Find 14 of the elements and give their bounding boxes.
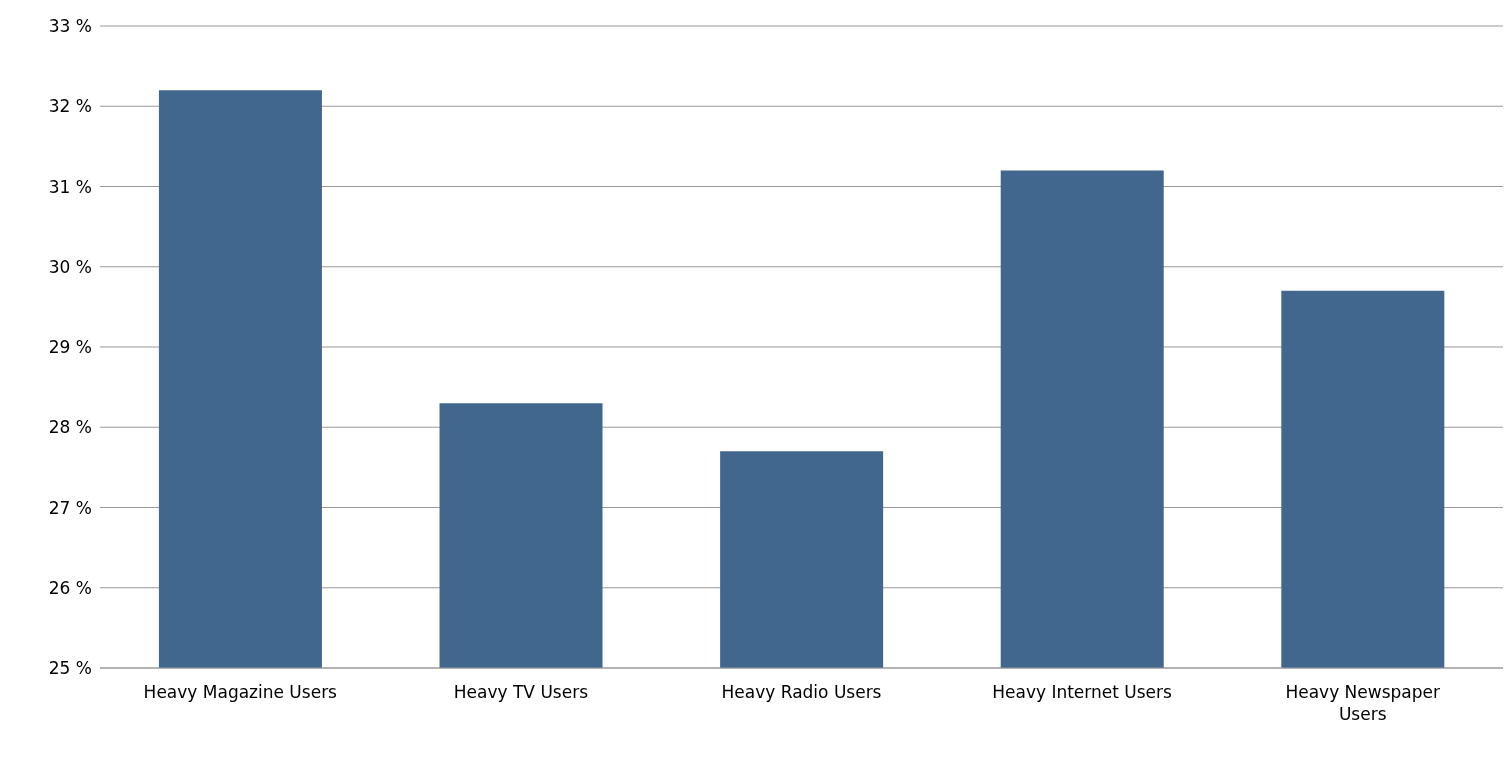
- x-tick-label: Heavy Internet Users: [992, 682, 1173, 702]
- y-tick-label: 29 %: [48, 337, 92, 358]
- x-tick-label: Heavy Radio Users: [721, 682, 882, 702]
- x-tick-label: Heavy Magazine Users: [143, 682, 338, 702]
- y-tick-label: 27 %: [48, 497, 92, 518]
- x-tick-label: Heavy TV Users: [453, 682, 589, 702]
- y-tick-label: 32 %: [48, 96, 92, 117]
- y-tick-label: 28 %: [48, 417, 92, 438]
- y-tick-label: 31 %: [48, 176, 92, 197]
- y-tick-label: 30 %: [48, 256, 92, 277]
- y-tick-label: 33 %: [48, 16, 92, 37]
- x-tick-label: Heavy Newspaper Users: [1285, 682, 1440, 724]
- y-tick-label: 26 %: [48, 577, 92, 598]
- y-tick-label: 25 %: [48, 658, 92, 679]
